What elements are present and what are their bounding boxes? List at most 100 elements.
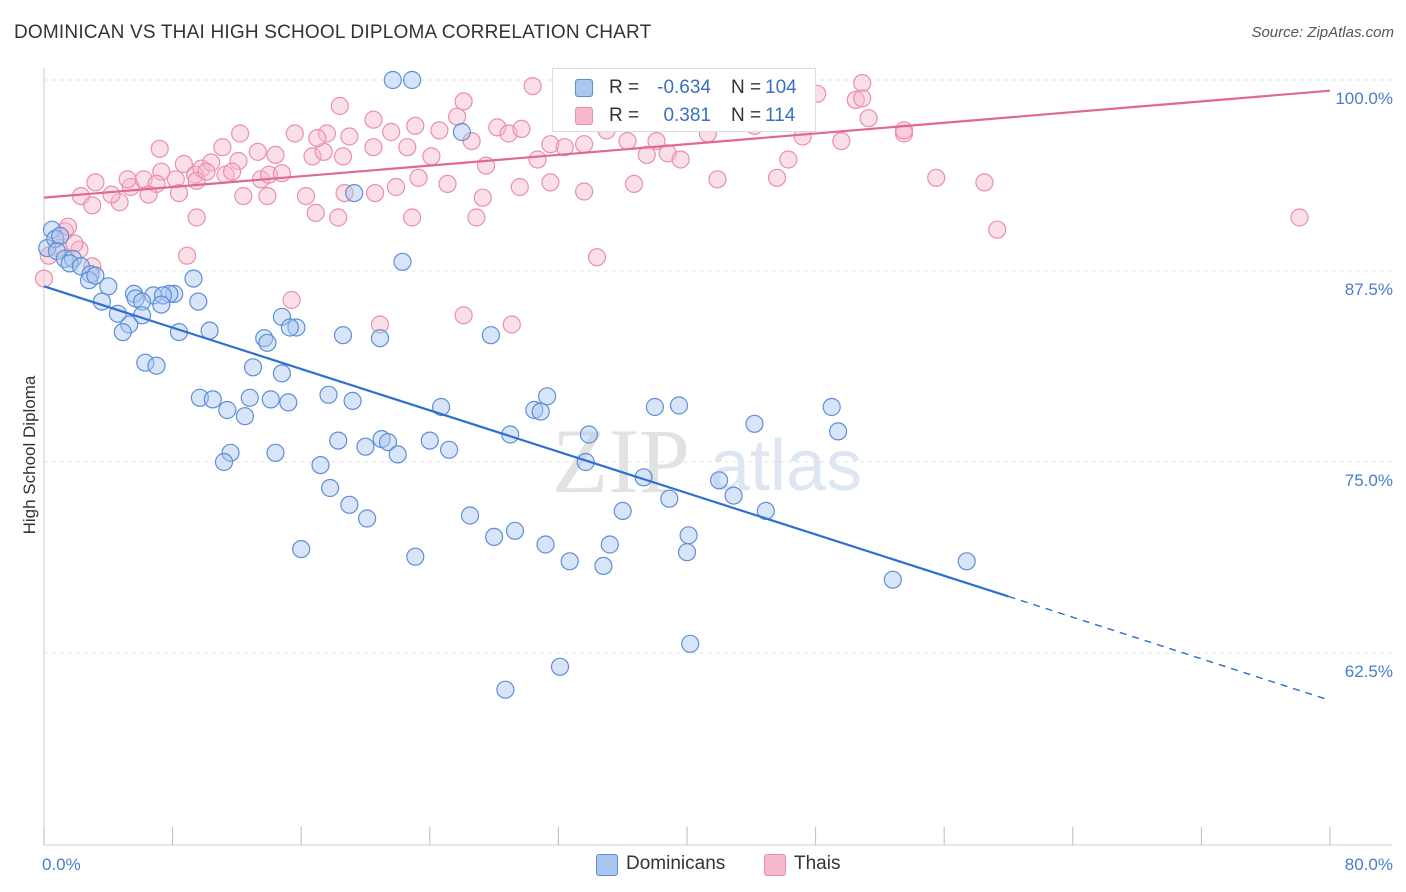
thais-point bbox=[150, 139, 169, 158]
n-value: 114 bbox=[765, 105, 796, 126]
thais-point bbox=[975, 173, 994, 192]
dominicans-point bbox=[319, 385, 338, 404]
thais-point bbox=[541, 135, 560, 154]
x-tick-label: 80.0% bbox=[1345, 855, 1393, 874]
dominicans-point bbox=[86, 266, 105, 285]
thais-point bbox=[927, 168, 946, 187]
thais-point bbox=[406, 116, 425, 135]
dominicans-point bbox=[358, 509, 377, 528]
dominicans-point bbox=[214, 452, 234, 472]
y-tick-label: 62.5% bbox=[1345, 662, 1393, 681]
thais-point bbox=[231, 124, 250, 143]
thais-point bbox=[234, 187, 253, 206]
thais-point bbox=[303, 147, 322, 166]
dominicans-point bbox=[329, 431, 348, 450]
trend-lines bbox=[43, 89, 1331, 702]
thais-point bbox=[832, 132, 851, 151]
thais-point bbox=[438, 174, 457, 193]
source-label: Source: ZipAtlas.com bbox=[1251, 24, 1394, 41]
dominicans-point bbox=[536, 535, 555, 554]
dominicans-point bbox=[272, 364, 291, 383]
dominicans-point bbox=[452, 122, 471, 142]
dominicans-point bbox=[99, 277, 118, 296]
dominicans-point bbox=[669, 396, 689, 415]
thais-point bbox=[364, 138, 383, 157]
thais-point bbox=[430, 121, 449, 140]
thais-point bbox=[197, 162, 216, 181]
dominicans-point bbox=[481, 326, 500, 345]
dominicans-point bbox=[432, 397, 451, 417]
thais-point bbox=[330, 96, 349, 116]
thais-swatch bbox=[575, 107, 593, 125]
dominicans-point bbox=[525, 400, 544, 420]
legend-row-dominicans: R = -0.634 N = 104 bbox=[553, 73, 815, 101]
thais-point bbox=[248, 142, 267, 161]
dominicans-point bbox=[340, 495, 359, 514]
thais-point bbox=[624, 174, 644, 193]
thais-point bbox=[169, 184, 189, 203]
dominicans-point bbox=[576, 452, 595, 472]
dominicans-point bbox=[261, 390, 280, 409]
thais-point bbox=[587, 248, 607, 267]
dominicans-point bbox=[388, 445, 407, 464]
dominicans-point bbox=[709, 471, 729, 490]
dominicans-point bbox=[189, 292, 208, 311]
thais-point bbox=[86, 173, 105, 192]
watermark-zip: ZIP bbox=[552, 410, 690, 512]
thais-point bbox=[266, 145, 285, 164]
dominicans-point bbox=[218, 400, 237, 420]
dominicans-point bbox=[883, 570, 902, 589]
dominicans-point bbox=[321, 478, 340, 498]
dominicans-point bbox=[243, 358, 263, 377]
dominicans-point bbox=[613, 501, 632, 520]
tick-labels: 62.5% 75.0% 87.5% 100.0% 0.0% 80.0% bbox=[42, 89, 1393, 874]
thais-point bbox=[523, 76, 542, 96]
dominicans-point bbox=[440, 440, 459, 459]
dominicans-point bbox=[420, 431, 439, 450]
dominicans-point bbox=[60, 254, 79, 273]
thais-point bbox=[118, 170, 137, 189]
r-value: 0.381 bbox=[663, 105, 711, 126]
thais-point bbox=[708, 170, 727, 189]
thais-point bbox=[83, 196, 102, 215]
dominicans-point bbox=[345, 184, 364, 203]
correlation-legend: R = -0.634 N = 104 R = 0.381 N = 114 bbox=[552, 68, 816, 132]
dominicans-point bbox=[113, 323, 132, 342]
thais-trend-line bbox=[43, 89, 1331, 199]
dominicans-point bbox=[681, 634, 700, 653]
thais-point bbox=[34, 269, 54, 288]
dominicans-point bbox=[724, 486, 743, 505]
thais-point bbox=[671, 150, 690, 169]
thais-point bbox=[454, 306, 473, 325]
dominicans-point bbox=[496, 680, 515, 699]
thais-points bbox=[34, 70, 1309, 334]
thais-point bbox=[779, 150, 798, 169]
dominicans-point bbox=[679, 526, 698, 545]
thais-point bbox=[618, 132, 637, 151]
r-value: -0.634 bbox=[657, 77, 711, 98]
dominicans-point bbox=[120, 315, 139, 334]
thais-point bbox=[859, 109, 878, 128]
thais-point bbox=[422, 147, 441, 166]
thais-point bbox=[528, 150, 547, 169]
thais-point bbox=[473, 188, 492, 207]
dominicans-point bbox=[822, 397, 841, 417]
dominicans-point bbox=[203, 390, 222, 409]
y-tick-label: 87.5% bbox=[1345, 280, 1393, 299]
dominicans-point bbox=[258, 333, 277, 352]
thais-point bbox=[317, 124, 336, 143]
dominicans-point bbox=[531, 402, 550, 421]
watermark: ZIP atlas bbox=[552, 410, 862, 512]
dominicans-point bbox=[660, 489, 679, 508]
thais-point bbox=[637, 145, 656, 164]
thais-point bbox=[282, 290, 301, 310]
thais-point bbox=[102, 185, 121, 204]
n-label: N = bbox=[731, 105, 762, 126]
thais-point bbox=[364, 110, 383, 129]
dominicans-point bbox=[311, 456, 330, 475]
thais-point bbox=[555, 138, 574, 157]
thais-point bbox=[335, 184, 354, 203]
thais-point bbox=[213, 138, 232, 157]
thais-swatch bbox=[764, 854, 786, 876]
thais-point bbox=[202, 153, 221, 172]
